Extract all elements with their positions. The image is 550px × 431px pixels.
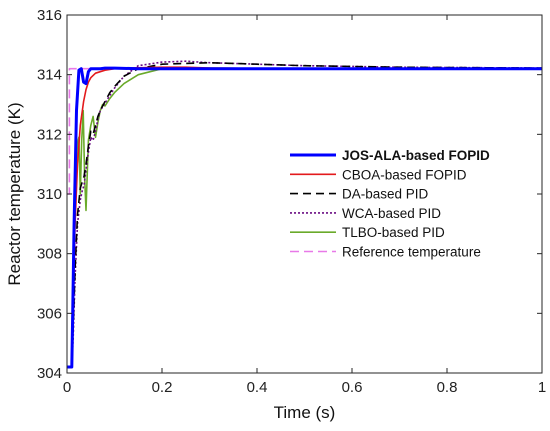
legend-label-5: Reference temperature bbox=[342, 245, 481, 260]
legend-label-1: CBOA-based FOPID bbox=[342, 167, 467, 182]
ticks-layer: 0 0.2 0.4 0.6 0.8 1 304 306 308 310 312 314 316 bbox=[37, 7, 546, 396]
legend-label-3: WCA-based PID bbox=[342, 206, 441, 221]
x-tick-label: 0.2 bbox=[152, 379, 173, 396]
legend-label-4: TLBO-based PID bbox=[342, 225, 445, 240]
y-axis-title: Reactor temperature (K) bbox=[5, 102, 24, 285]
x-tick-label: 0 bbox=[63, 379, 71, 396]
series-line-0 bbox=[67, 66, 542, 369]
x-axis-title: Time (s) bbox=[274, 403, 336, 422]
y-tick-label: 304 bbox=[37, 365, 62, 382]
y-tick-label: 314 bbox=[37, 67, 62, 84]
x-tick-label: 0.4 bbox=[247, 379, 268, 396]
x-tick-label: 1 bbox=[538, 379, 546, 396]
y-tick-label: 312 bbox=[37, 126, 62, 143]
legend-label-0: JOS-ALA-based FOPID bbox=[342, 148, 490, 163]
y-tick-label: 306 bbox=[37, 305, 62, 322]
legend-label-2: DA-based PID bbox=[342, 187, 429, 202]
y-tick-label: 310 bbox=[37, 186, 62, 203]
series-line-2 bbox=[67, 61, 543, 368]
legend: JOS-ALA-based FOPID CBOA-based FOPID DA-ba… bbox=[290, 148, 490, 260]
x-tick-label: 0.8 bbox=[437, 379, 458, 396]
y-tick-label: 316 bbox=[37, 7, 62, 24]
y-tick-label: 308 bbox=[37, 246, 62, 263]
x-tick-label: 0.6 bbox=[342, 379, 363, 396]
